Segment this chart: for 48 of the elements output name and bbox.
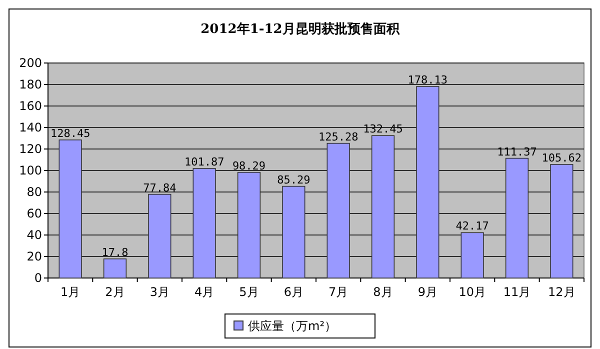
legend-label: 供应量（万m²） xyxy=(248,319,336,333)
data-label: 42.17 xyxy=(456,220,489,233)
x-tick-label: 1月 xyxy=(60,285,80,299)
data-label: 17.8 xyxy=(102,246,128,259)
y-tick-label: 180 xyxy=(19,78,42,92)
x-tick-label: 5月 xyxy=(239,285,259,299)
bar xyxy=(460,232,484,278)
y-tick-label: 120 xyxy=(19,142,42,156)
data-label: 98.29 xyxy=(232,159,266,172)
y-tick-label: 160 xyxy=(19,99,42,113)
x-tick-label: 10月 xyxy=(458,285,486,299)
data-label: 77.84 xyxy=(143,181,177,194)
y-tick-label: 0 xyxy=(34,271,42,285)
y-tick-label: 200 xyxy=(19,56,42,70)
y-tick-label: 40 xyxy=(26,228,42,242)
bar xyxy=(416,86,440,278)
data-label: 105.62 xyxy=(542,151,582,164)
x-tick-label: 3月 xyxy=(150,285,170,299)
x-tick-label: 2月 xyxy=(105,285,125,299)
x-tick-label: 12月 xyxy=(548,285,576,299)
x-tick-label: 7月 xyxy=(328,285,348,299)
bar xyxy=(371,135,395,278)
x-tick-label: 8月 xyxy=(373,285,393,299)
data-label: 125.28 xyxy=(318,130,358,144)
bar xyxy=(58,140,82,278)
y-tick-label: 140 xyxy=(19,120,42,134)
x-tick-label: 6月 xyxy=(284,285,304,299)
bar xyxy=(148,194,172,278)
y-tick-label: 60 xyxy=(26,206,42,220)
data-label: 101.87 xyxy=(184,155,224,168)
bar xyxy=(192,168,216,278)
bar xyxy=(282,186,306,278)
y-tick-label: 100 xyxy=(19,164,42,178)
data-label: 128.45 xyxy=(50,126,90,140)
bar xyxy=(550,164,574,278)
data-label: 178.13 xyxy=(408,74,448,87)
y-tick-label: 80 xyxy=(26,185,42,199)
bar xyxy=(237,172,261,278)
y-tick-label: 20 xyxy=(26,250,42,264)
x-tick-label: 9月 xyxy=(418,285,438,299)
x-tick-label: 4月 xyxy=(194,285,214,299)
x-tick-label: 11月 xyxy=(503,285,531,299)
bar xyxy=(505,158,529,278)
data-label: 85.29 xyxy=(277,173,310,186)
chart-title: 2012年1-12月昆明获批预售面积 xyxy=(200,21,400,37)
data-label: 111.37 xyxy=(497,145,537,158)
bar xyxy=(103,258,127,278)
bar xyxy=(326,142,350,278)
